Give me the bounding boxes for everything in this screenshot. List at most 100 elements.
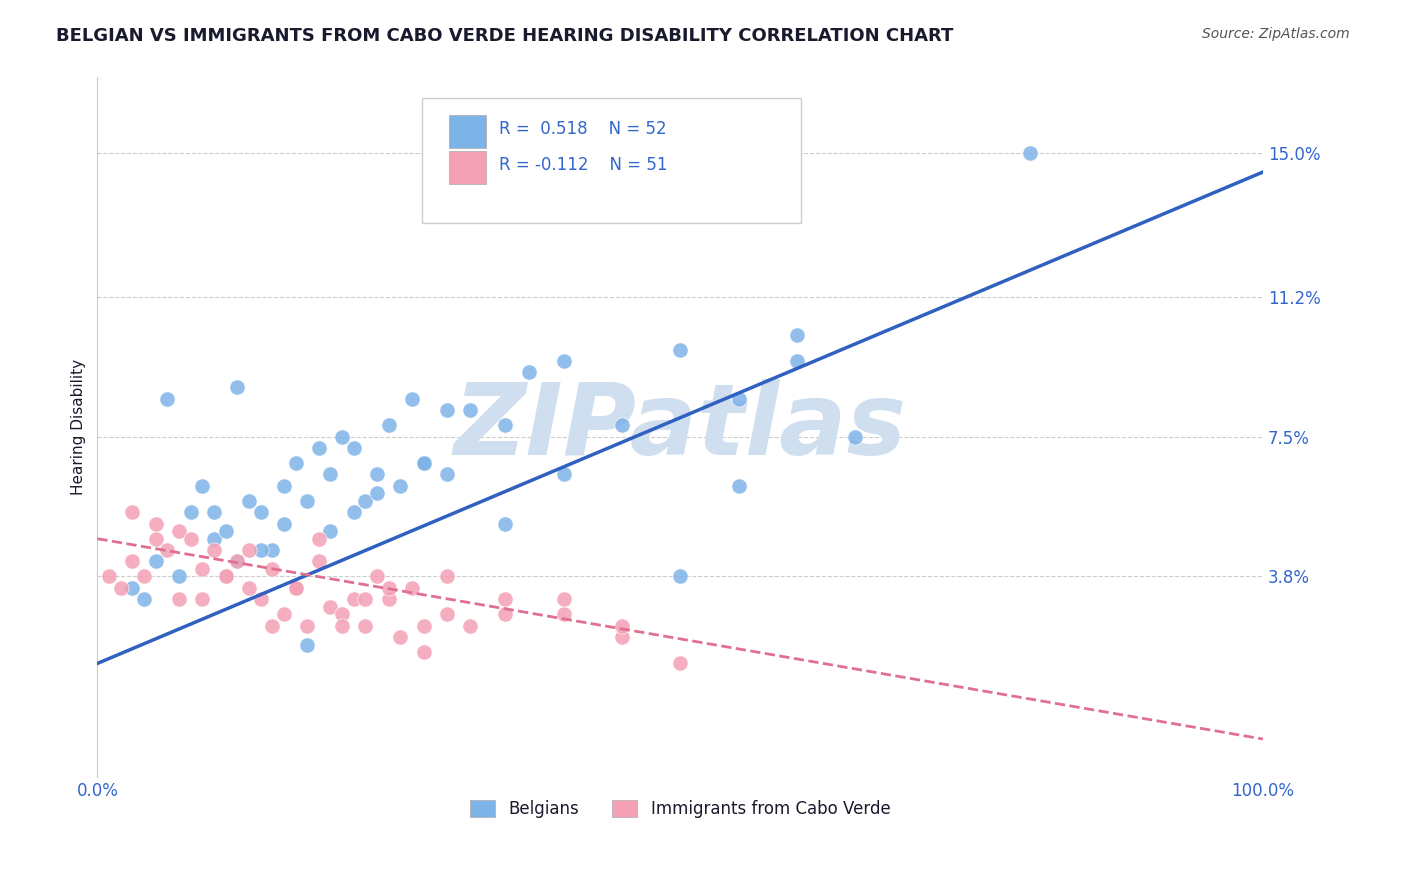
Point [1019, 146, 1042, 161]
Point [366, 569, 388, 583]
Point [295, 618, 318, 632]
Point [202, 505, 225, 519]
Text: BELGIAN VS IMMIGRANTS FROM CABO VERDE HEARING DISABILITY CORRELATION CHART: BELGIAN VS IMMIGRANTS FROM CABO VERDE HE… [56, 27, 953, 45]
Point [110, 581, 132, 595]
Point [378, 581, 401, 595]
Text: R =  0.518    N = 52: R = 0.518 N = 52 [499, 120, 666, 138]
Point [330, 429, 353, 443]
Point [167, 592, 190, 607]
Point [202, 543, 225, 558]
Point [553, 592, 575, 607]
Point [180, 532, 202, 546]
Point [494, 516, 516, 531]
Point [121, 554, 143, 568]
Point [436, 569, 458, 583]
Point [343, 505, 366, 519]
Point [145, 516, 167, 531]
Legend: Belgians, Immigrants from Cabo Verde: Belgians, Immigrants from Cabo Verde [464, 793, 897, 824]
Point [319, 599, 342, 614]
Point [121, 581, 143, 595]
Point [553, 354, 575, 368]
Point [366, 467, 388, 482]
Point [214, 524, 236, 538]
Point [262, 562, 284, 576]
Point [167, 569, 190, 583]
Point [343, 592, 366, 607]
Point [389, 479, 412, 493]
Point [786, 354, 808, 368]
Point [412, 645, 434, 659]
Point [610, 630, 633, 644]
Point [238, 543, 260, 558]
Point [610, 618, 633, 632]
Text: R = -0.112    N = 51: R = -0.112 N = 51 [499, 156, 668, 174]
Point [249, 592, 271, 607]
Point [378, 592, 401, 607]
Point [436, 467, 458, 482]
Point [145, 532, 167, 546]
Point [226, 554, 249, 568]
Point [412, 618, 434, 632]
Point [284, 581, 307, 595]
Point [401, 581, 423, 595]
Point [354, 494, 377, 508]
Point [436, 607, 458, 622]
Point [669, 343, 692, 357]
Point [226, 380, 249, 394]
Point [249, 505, 271, 519]
Point [343, 441, 366, 455]
Point [553, 607, 575, 622]
Point [494, 418, 516, 433]
Point [319, 524, 342, 538]
Point [727, 392, 749, 406]
Point [202, 532, 225, 546]
Point [401, 392, 423, 406]
Point [844, 429, 866, 443]
Point [308, 532, 330, 546]
Point [494, 607, 516, 622]
Point [273, 607, 295, 622]
Point [132, 569, 155, 583]
Text: ZIPatlas: ZIPatlas [454, 378, 907, 475]
Point [273, 516, 295, 531]
Point [156, 543, 179, 558]
Point [295, 638, 318, 652]
Point [330, 607, 353, 622]
Point [98, 569, 121, 583]
Point [610, 418, 633, 433]
Point [167, 524, 190, 538]
Y-axis label: Hearing Disability: Hearing Disability [72, 359, 86, 495]
Point [308, 441, 330, 455]
Point [786, 327, 808, 342]
Point [412, 456, 434, 470]
Point [191, 562, 214, 576]
Point [412, 456, 434, 470]
Point [262, 543, 284, 558]
Point [284, 581, 307, 595]
Point [226, 554, 249, 568]
Point [262, 618, 284, 632]
Point [460, 618, 482, 632]
Point [191, 592, 214, 607]
Point [354, 618, 377, 632]
Point [132, 592, 155, 607]
Point [284, 456, 307, 470]
Point [214, 569, 236, 583]
Point [366, 486, 388, 500]
Point [273, 479, 295, 493]
Point [145, 554, 167, 568]
Point [156, 392, 179, 406]
Point [121, 505, 143, 519]
Point [460, 403, 482, 417]
Point [494, 592, 516, 607]
Text: Source: ZipAtlas.com: Source: ZipAtlas.com [1202, 27, 1350, 41]
Point [553, 467, 575, 482]
Point [238, 494, 260, 508]
Point [727, 479, 749, 493]
Point [354, 592, 377, 607]
Point [669, 569, 692, 583]
Point [295, 494, 318, 508]
Point [308, 554, 330, 568]
Point [517, 365, 540, 379]
Point [180, 505, 202, 519]
